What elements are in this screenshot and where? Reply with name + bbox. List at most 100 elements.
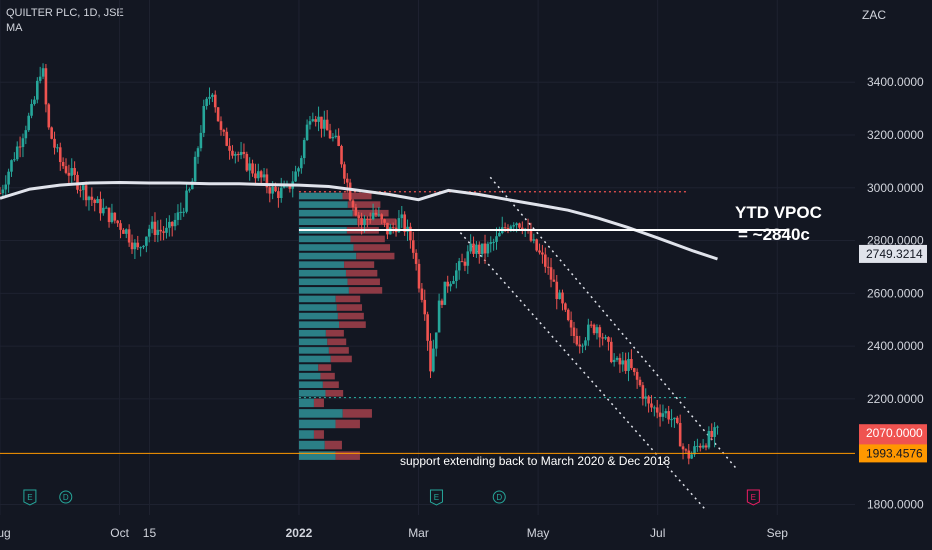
candle-body [279, 187, 283, 198]
profile-bar-down [327, 338, 347, 346]
candle-body [234, 154, 237, 156]
candle-body [403, 214, 406, 232]
candle-body [701, 445, 705, 448]
candle-body [199, 132, 203, 149]
annotations: YTD VPOC = ~2840c support extending back t… [400, 203, 822, 468]
candle-body [36, 80, 39, 100]
time-tick-label: 2022 [286, 526, 313, 540]
candle-body [351, 200, 355, 208]
profile-bar-up [298, 209, 353, 217]
candle-body [489, 242, 493, 244]
candle-body [615, 357, 619, 360]
candle-body [578, 344, 582, 347]
ma-line [0, 180, 718, 261]
candle-body [211, 94, 214, 97]
candle-body [696, 445, 699, 447]
candle-body [44, 68, 48, 105]
price-tick-label: 2800.0000 [867, 234, 924, 248]
candle-body [363, 218, 366, 226]
candle-body [604, 337, 607, 339]
candle-body [601, 337, 604, 339]
moving-average [0, 180, 718, 261]
candle-body [558, 292, 561, 299]
last-price-label: 2070.0000 [866, 426, 923, 440]
candle-body [179, 211, 183, 213]
candle-body [56, 147, 59, 149]
candle-body [288, 184, 292, 189]
profile-bar-down [330, 355, 352, 363]
candle-body [188, 189, 191, 191]
candle-body [348, 182, 352, 201]
candles [0, 63, 719, 465]
candle-body [222, 129, 226, 132]
candle-body [624, 360, 627, 371]
candle-body [343, 164, 346, 179]
candle-body [139, 247, 142, 249]
support-price-label-bg [859, 444, 927, 463]
candle-body [609, 341, 613, 363]
dividend-marker-letter: D [496, 493, 502, 502]
candle-body [469, 243, 472, 252]
candle-body [598, 327, 602, 338]
time-axis: Aug Oct 15 2022 Mar May Jul Sep [0, 526, 788, 540]
profile-bar-down [313, 430, 324, 439]
candle-body [325, 119, 329, 131]
candle-body [104, 207, 108, 209]
candle-body [331, 136, 335, 139]
candle-body [693, 446, 696, 455]
candle-body [145, 236, 148, 246]
profile-bar-up [298, 269, 346, 277]
candle-body [655, 407, 659, 413]
candle-body [543, 254, 547, 267]
candle-body [305, 124, 309, 141]
candle-body [254, 173, 257, 179]
profile-bar-up [298, 201, 348, 208]
candle-body [24, 130, 28, 139]
candle-body [245, 153, 249, 171]
profile-bar-up [298, 295, 336, 303]
dividend-marker [59, 490, 73, 504]
earnings-marker-letter: E [27, 493, 32, 502]
candle-body [130, 242, 134, 250]
candle-body [0, 193, 2, 195]
candle-body [268, 187, 272, 194]
candle-body [345, 178, 349, 183]
dividend-marker-letter: D [63, 493, 69, 502]
candle-body [566, 309, 570, 321]
candle-body [168, 221, 171, 228]
profile-bar-up [298, 235, 351, 243]
profile-bar-down [344, 261, 375, 268]
profile-bar-down [345, 269, 378, 277]
candle-body [483, 243, 487, 254]
candle-body [84, 185, 88, 201]
candle-body [647, 396, 650, 404]
earnings-marker-letter: E [434, 493, 439, 502]
profile-bar-up [298, 355, 331, 363]
ma-price-label-bg [859, 244, 927, 263]
profile-bar-up [298, 451, 336, 460]
price-tick-label: 2600.0000 [867, 286, 924, 300]
candle-body [4, 184, 8, 190]
candle-body [391, 227, 395, 229]
candle-body [58, 147, 62, 163]
candle-body [282, 185, 286, 188]
candle-body [294, 171, 297, 182]
profile-bar-up [298, 381, 323, 388]
candle-body [676, 417, 679, 423]
candle-body [185, 190, 188, 212]
candle-body [317, 116, 320, 122]
profile-bar-up [298, 244, 354, 251]
candle-body [162, 231, 165, 233]
profile-bar-down [328, 347, 349, 354]
candle-body [532, 239, 536, 241]
candle-body [575, 336, 579, 345]
indicator-label-ma[interactable]: MA [6, 22, 23, 34]
candle-body [21, 138, 25, 147]
candle-body [334, 135, 338, 137]
candle-body [30, 104, 33, 116]
candle-body [561, 292, 564, 304]
candle-body [136, 242, 140, 248]
candle-body [18, 146, 22, 148]
candle-body [277, 191, 280, 198]
